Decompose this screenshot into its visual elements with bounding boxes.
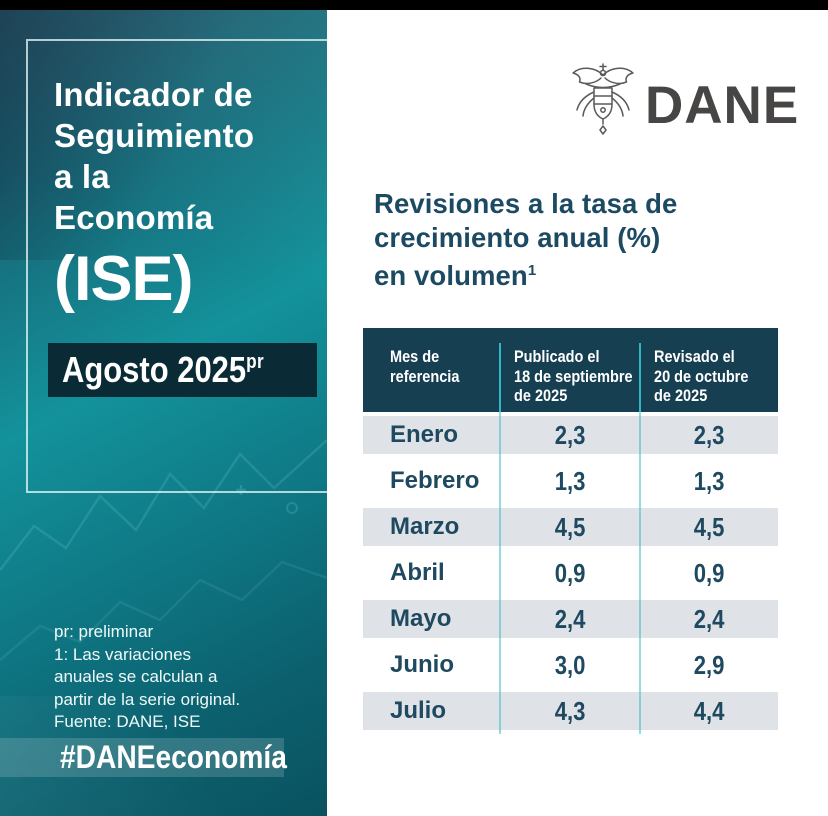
value: 4,4	[693, 695, 725, 726]
revised-cell: 2,4	[640, 604, 778, 635]
line-chart-watermark-icon	[0, 439, 327, 683]
period-label: Agosto 2025	[62, 349, 247, 390]
dane-logo-wordmark: DANE	[645, 76, 800, 135]
revised-cell: 4,4	[640, 696, 778, 727]
month-cell: Abril	[390, 559, 445, 586]
table-row: Marzo 4,5 4,5	[363, 504, 778, 550]
value: 1,3	[554, 465, 586, 496]
value: 0,9	[693, 557, 725, 588]
footnote-marker: 1	[527, 262, 537, 279]
value: 2,4	[693, 603, 725, 634]
table-row: Julio 4,3 4,4	[363, 688, 778, 734]
month-cell: Julio	[390, 697, 447, 724]
report-title-line: Economía	[54, 199, 214, 236]
month-cell: Marzo	[390, 513, 460, 540]
sidebar: Indicador de Seguimiento a la Economía (…	[0, 0, 327, 816]
month-cell: Febrero	[390, 467, 480, 494]
column-header-line: Publicado el	[514, 348, 600, 366]
top-black-bar	[0, 0, 828, 10]
month-cell: Enero	[390, 421, 459, 448]
column-header-line: 20 de octubre	[654, 367, 749, 386]
sidebar-bright-facet	[0, 0, 327, 816]
published-cell: 2,3	[500, 420, 640, 451]
published-cell: 1,3	[500, 466, 640, 497]
chart-title-line: en volumen1	[374, 254, 677, 293]
table-body: Enero 2,3 2,3 Febrero 1,3 1,3 Marzo 4,5 …	[363, 412, 778, 734]
colombia-coat-of-arms-icon	[572, 63, 634, 135]
footnote-line: partir de la serie original.	[54, 689, 241, 709]
column-divider	[499, 412, 501, 734]
chart-title-text: en volumen	[374, 260, 528, 292]
preliminary-superscript: pr	[246, 351, 265, 373]
value: 3,0	[554, 649, 586, 680]
table-row: Mayo 2,4 2,4	[363, 596, 778, 642]
value: 4,5	[554, 511, 586, 542]
sidebar-bottom-facet	[0, 696, 327, 816]
decorative-frame	[26, 39, 327, 493]
report-title: Indicador de Seguimiento a la Economía (…	[54, 74, 254, 316]
table-row: Abril 0,9 0,9	[363, 550, 778, 596]
period-badge: Agosto 2025pr	[48, 343, 318, 397]
column-header-line: de 2025	[654, 387, 708, 405]
revised-cell: 1,3	[640, 466, 778, 497]
hashtag-band: #DANEeconomía	[0, 738, 287, 777]
value: 1,3	[693, 465, 725, 496]
period-badge-text: Agosto 2025pr	[62, 349, 264, 391]
hashtag-label: #DANEeconomía	[60, 739, 287, 775]
value: 2,4	[554, 603, 586, 634]
footnote-line: anuales se calculan a	[54, 667, 218, 686]
revised-cell: 0,9	[640, 558, 778, 589]
value: 2,3	[693, 419, 725, 450]
column-header-line: referencia	[390, 367, 460, 386]
table-row: Junio 3,0 2,9	[363, 642, 778, 688]
revisions-table: Mes de referencia Publicado el 18 de sep…	[363, 328, 778, 734]
revised-cell: 4,5	[640, 512, 778, 543]
chart-title-line: Revisiones a la tasa de	[374, 188, 678, 219]
value: 2,3	[554, 419, 586, 450]
table-header-row: Mes de referencia Publicado el 18 de sep…	[363, 328, 778, 412]
published-cell: 0,9	[500, 558, 640, 589]
source-line: Fuente: DANE, ISE	[54, 712, 201, 731]
column-header-line: 18 de septiembre	[514, 367, 633, 386]
published-cell: 4,3	[500, 696, 640, 727]
footnotes: pr: preliminar 1: Las variaciones anuale…	[54, 621, 240, 734]
month-cell: Mayo	[390, 605, 452, 632]
value: 4,5	[693, 511, 725, 542]
chart-title-line: crecimiento anual (%)	[374, 221, 661, 253]
column-header-line: Revisado el	[654, 348, 735, 366]
revised-cell: 2,3	[640, 420, 778, 451]
report-acronym: (ISE)	[54, 244, 194, 314]
column-header-revised: Revisado el 20 de octubre de 2025	[640, 328, 778, 412]
value: 2,9	[693, 649, 725, 680]
revised-cell: 2,9	[640, 650, 778, 681]
report-title-line: a la	[54, 158, 110, 195]
table-row: Febrero 1,3 1,3	[363, 458, 778, 504]
column-divider	[639, 412, 641, 734]
sidebar-dark-facet	[0, 0, 327, 260]
column-divider	[499, 343, 501, 412]
column-header-published: Publicado el 18 de septiembre de 2025	[500, 328, 640, 412]
footnote-line: pr: preliminar	[54, 622, 154, 641]
report-title-line: Seguimiento	[54, 117, 255, 154]
footnote-line: 1: Las variaciones	[54, 644, 192, 664]
published-cell: 2,4	[500, 604, 640, 635]
month-cell: Junio	[390, 651, 454, 678]
column-header-line: de 2025	[514, 387, 568, 405]
value: 0,9	[554, 557, 586, 588]
column-divider	[639, 343, 641, 412]
table-row: Enero 2,3 2,3	[363, 412, 778, 458]
column-header-month: Mes de referencia	[363, 328, 500, 412]
published-cell: 3,0	[500, 650, 640, 681]
column-header-line: Mes de	[390, 348, 440, 366]
chart-title: Revisiones a la tasa de crecimiento anua…	[374, 187, 677, 293]
value: 4,3	[554, 695, 586, 726]
report-title-line: Indicador de	[54, 76, 253, 113]
published-cell: 4,5	[500, 512, 640, 543]
